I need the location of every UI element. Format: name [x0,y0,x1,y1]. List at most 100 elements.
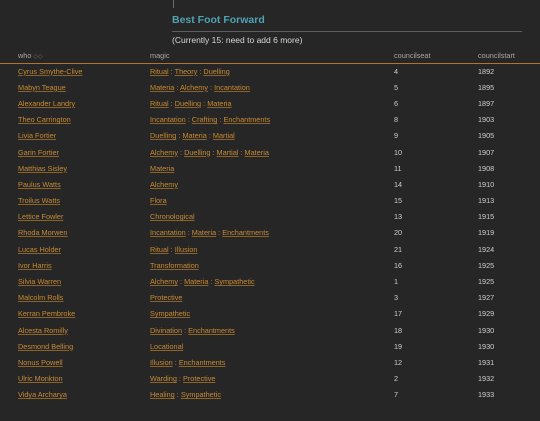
magic-separator: : [238,147,245,157]
magic-separator: : [210,147,217,157]
magic-cell: Divination : Enchantments [150,322,394,338]
magic-link[interactable]: Illusion [150,357,173,367]
magic-link[interactable]: Materia [207,98,232,108]
magic-link[interactable]: Materia [182,131,207,141]
column-header-who[interactable]: who ◇◇ [0,48,150,64]
magic-separator: : [185,115,192,125]
magic-link[interactable]: Materia [150,82,175,92]
magic-link[interactable]: Alchemy [150,179,178,189]
magic-link[interactable]: Materia [191,228,217,238]
person-link[interactable]: Garin Fortier [18,147,59,157]
magic-link[interactable]: Duelling [150,131,177,141]
person-link[interactable]: Mabyn Teague [18,82,66,92]
magic-link[interactable]: Theory [174,66,198,76]
councilseat-cell: 16 [394,260,403,270]
magic-link[interactable]: Sympathetic [180,390,221,400]
magic-link[interactable]: Duelling [184,147,211,157]
magic-link[interactable]: Materia [184,277,209,287]
magic-link[interactable]: Sympathetic [214,277,255,287]
councilstart-cell: 1910 [478,179,495,189]
table-row: Livia Fortier Duelling : Materia : Martia… [0,128,540,144]
magic-link[interactable]: Enchantments [223,115,271,125]
magic-link[interactable]: Enchantments [222,228,269,238]
person-link[interactable]: Desmond Belling [18,341,74,351]
councilseat-cell: 3 [394,293,399,303]
who-cell: Alexander Landry [0,95,150,111]
magic-link[interactable]: Illusion [174,244,198,254]
magic-link[interactable]: Alchemy [150,147,178,157]
magic-link[interactable]: Ritual [150,66,169,76]
person-link[interactable]: Matthias Sisley [18,163,68,173]
person-link[interactable]: Kerran Pembroke [18,309,76,319]
magic-link[interactable]: Enchantments [178,357,226,367]
table-row: Alcesta Romilly Divination : Enchantments… [0,322,540,338]
magic-link[interactable]: Incantation [150,115,186,125]
who-cell: Nonus Powell [0,354,150,370]
person-link[interactable]: Nonus Powell [18,357,63,367]
councilseat-cell: 15 [394,196,403,206]
person-link[interactable]: Malcolm Rolls [18,293,64,303]
magic-link[interactable]: Protective [150,293,183,303]
magic-link[interactable]: Martial [216,147,239,157]
table-row: Matthias Sisley Materia 11 1908 [0,160,540,176]
magic-link[interactable]: Chronological [150,212,195,222]
person-link[interactable]: Paulus Watts [18,179,61,189]
councilstart-cell: 1908 [478,163,495,173]
magic-link[interactable]: Martial [212,131,235,141]
councilstart-cell: 1927 [478,293,495,303]
person-link[interactable]: Alcesta Romilly [18,325,68,335]
person-link[interactable]: Theo Carrington [18,115,71,125]
magic-cell: Warding : Protective [150,371,394,387]
magic-link[interactable]: Protective [183,374,216,384]
magic-link[interactable]: Divination [150,325,183,335]
person-link[interactable]: Rhoda Morwen [18,228,68,238]
magic-link[interactable]: Ritual [150,98,169,108]
councilseat-cell: 5 [394,82,399,92]
magic-link[interactable]: Flora [150,196,167,206]
magic-link[interactable]: Transformation [150,260,199,270]
who-cell: Vidya Archarya [0,387,150,403]
who-cell: Garin Fortier [0,144,150,160]
column-header-magic[interactable]: magic [150,48,394,64]
councilstart-cell: 1913 [478,196,495,206]
magic-link[interactable]: Sympathetic [150,309,191,319]
magic-separator: : [168,244,175,254]
magic-link[interactable]: Materia [150,163,175,173]
councilseat-cell: 10 [394,147,403,157]
person-link[interactable]: Ivor Harris [18,260,52,270]
person-link[interactable]: Silvia Warren [18,277,62,287]
person-link[interactable]: Lettice Fowler [18,212,64,222]
councilstart-cell: 1933 [478,390,495,400]
magic-link[interactable]: Enchantments [188,325,235,335]
magic-link[interactable]: Duelling [174,98,202,108]
councilseat-cell: 6 [394,98,399,108]
person-link[interactable]: Lucas Holder [18,244,61,254]
column-header-councilseat[interactable]: councilseat [394,48,478,64]
top-divider-tick [173,0,174,8]
magic-separator: : [208,277,215,287]
magic-link[interactable]: Duelling [203,66,230,76]
magic-cell: Materia : Alchemy : Incantation [150,79,394,95]
column-header-councilstart[interactable]: councilstart [478,48,540,64]
person-link[interactable]: Cyrus Smythe-Clive [18,66,83,76]
person-link[interactable]: Vidya Archarya [18,390,67,400]
page-title: Best Foot Forward [172,14,265,26]
magic-link[interactable]: Materia [244,147,269,157]
person-link[interactable]: Livia Fortier [18,131,57,141]
magic-link[interactable]: Locational [150,341,184,351]
magic-link[interactable]: Incantation [150,228,186,238]
person-link[interactable]: Ulric Monkton [18,374,63,384]
councilseat-cell: 4 [394,66,399,76]
magic-link[interactable]: Warding [150,374,177,384]
magic-cell: Chronological [150,209,394,225]
magic-link[interactable]: Crafting [191,115,218,125]
person-link[interactable]: Troilus Watts [18,196,61,206]
magic-link[interactable]: Alchemy [180,82,209,92]
magic-link[interactable]: Healing [150,390,175,400]
sort-icon[interactable]: ◇◇ [33,53,43,60]
councilstart-cell: 1905 [478,131,495,141]
magic-link[interactable]: Ritual [150,244,169,254]
magic-link[interactable]: Incantation [214,82,250,92]
magic-link[interactable]: Alchemy [150,277,178,287]
person-link[interactable]: Alexander Landry [18,98,76,108]
